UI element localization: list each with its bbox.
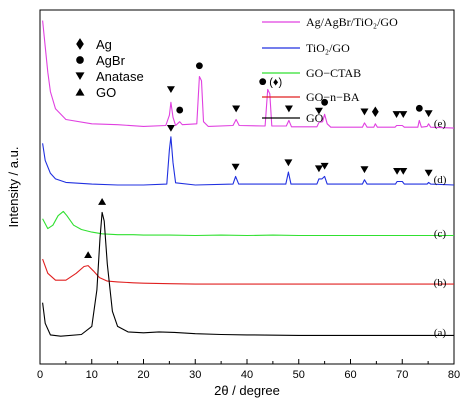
series-line [42,20,455,129]
x-tick-label: 80 [448,369,460,381]
marker-legend-label: Ag [96,37,112,52]
x-tick-label: 40 [241,369,253,381]
peak-marker-diamond [371,106,379,117]
peak-marker-circle [259,78,267,86]
x-axis-label: 2θ / degree [214,383,280,398]
series-line [42,210,454,237]
x-tick-label: 20 [137,369,149,381]
series-line [42,136,455,186]
peak-marker-circle [415,104,423,112]
curve-label: (e) [434,118,447,130]
series-curves [42,20,455,337]
peak-markers: (♦) [84,62,433,259]
legend-label: GO−CTAB [306,66,361,80]
legend-symbol-circle [76,56,84,64]
peak-marker-triangle-down [393,168,402,175]
series-line [42,211,454,337]
peak-marker-triangle-down [231,163,240,171]
legend-label: GO−n−BA [306,90,360,104]
peak-marker-triangle-down [232,105,241,113]
legend-symbol-diamond [76,38,84,50]
peak-marker-triangle-down [320,162,329,170]
legend-label: TiO₂/GO [306,41,350,55]
curve-labels: (e) (d) (c) (b) (a) [434,118,447,339]
legend-symbol-triangle-down [75,72,85,81]
legend-label: Ag/AgBr/TiO₂/GO [306,15,398,29]
marker-legend-label: GO [96,85,116,100]
peak-marker-triangle-down [314,107,323,115]
marker-legend-label: AgBr [96,53,126,68]
peak-marker-triangle-up [98,198,107,205]
legend-label: GO [306,111,324,125]
x-tick-label: 60 [344,369,356,381]
peak-marker-triangle-down [166,86,175,93]
peak-marker-triangle-down [424,169,433,177]
peak-marker-circle [321,98,329,106]
peak-marker-triangle-down [424,110,433,118]
peak-marker-circle [176,106,184,114]
peak-marker-triangle-down [284,159,293,167]
peak-marker-triangle-down [392,111,401,118]
marker-legend-label: Anatase [96,69,144,84]
x-tick-label: 30 [189,369,201,381]
curve-label: (a) [434,327,447,339]
x-tick-label: 0 [37,369,43,381]
x-tick-label: 70 [396,369,408,381]
series-line [42,258,454,285]
peak-marker-triangle-down [360,108,369,116]
peak-marker-triangle-up [84,251,93,259]
curve-label: (b) [434,277,447,289]
peak-marker-triangle-down [399,111,408,118]
peak-annotation: (♦) [269,77,282,89]
legend-symbol-triangle-up [75,87,85,96]
peak-marker-triangle-down [314,165,323,173]
y-axis-label: Intensity / a.u. [6,147,21,228]
x-tick-label: 50 [293,369,305,381]
peak-marker-circle [195,62,203,70]
x-axis-ticks: 0 10 20 30 40 50 60 70 80 [37,359,460,381]
series-legend: Ag/AgBr/TiO₂/GO TiO₂/GO GO−CTAB GO−n−BA GO [262,15,398,125]
curve-label: (c) [434,228,447,240]
curve-label: (d) [434,174,447,186]
peak-marker-triangle-down [284,105,293,113]
peak-marker-triangle-down [399,168,408,175]
peak-marker-triangle-down [166,125,175,132]
peak-marker-triangle-down [360,166,369,174]
x-tick-label: 10 [86,369,98,381]
